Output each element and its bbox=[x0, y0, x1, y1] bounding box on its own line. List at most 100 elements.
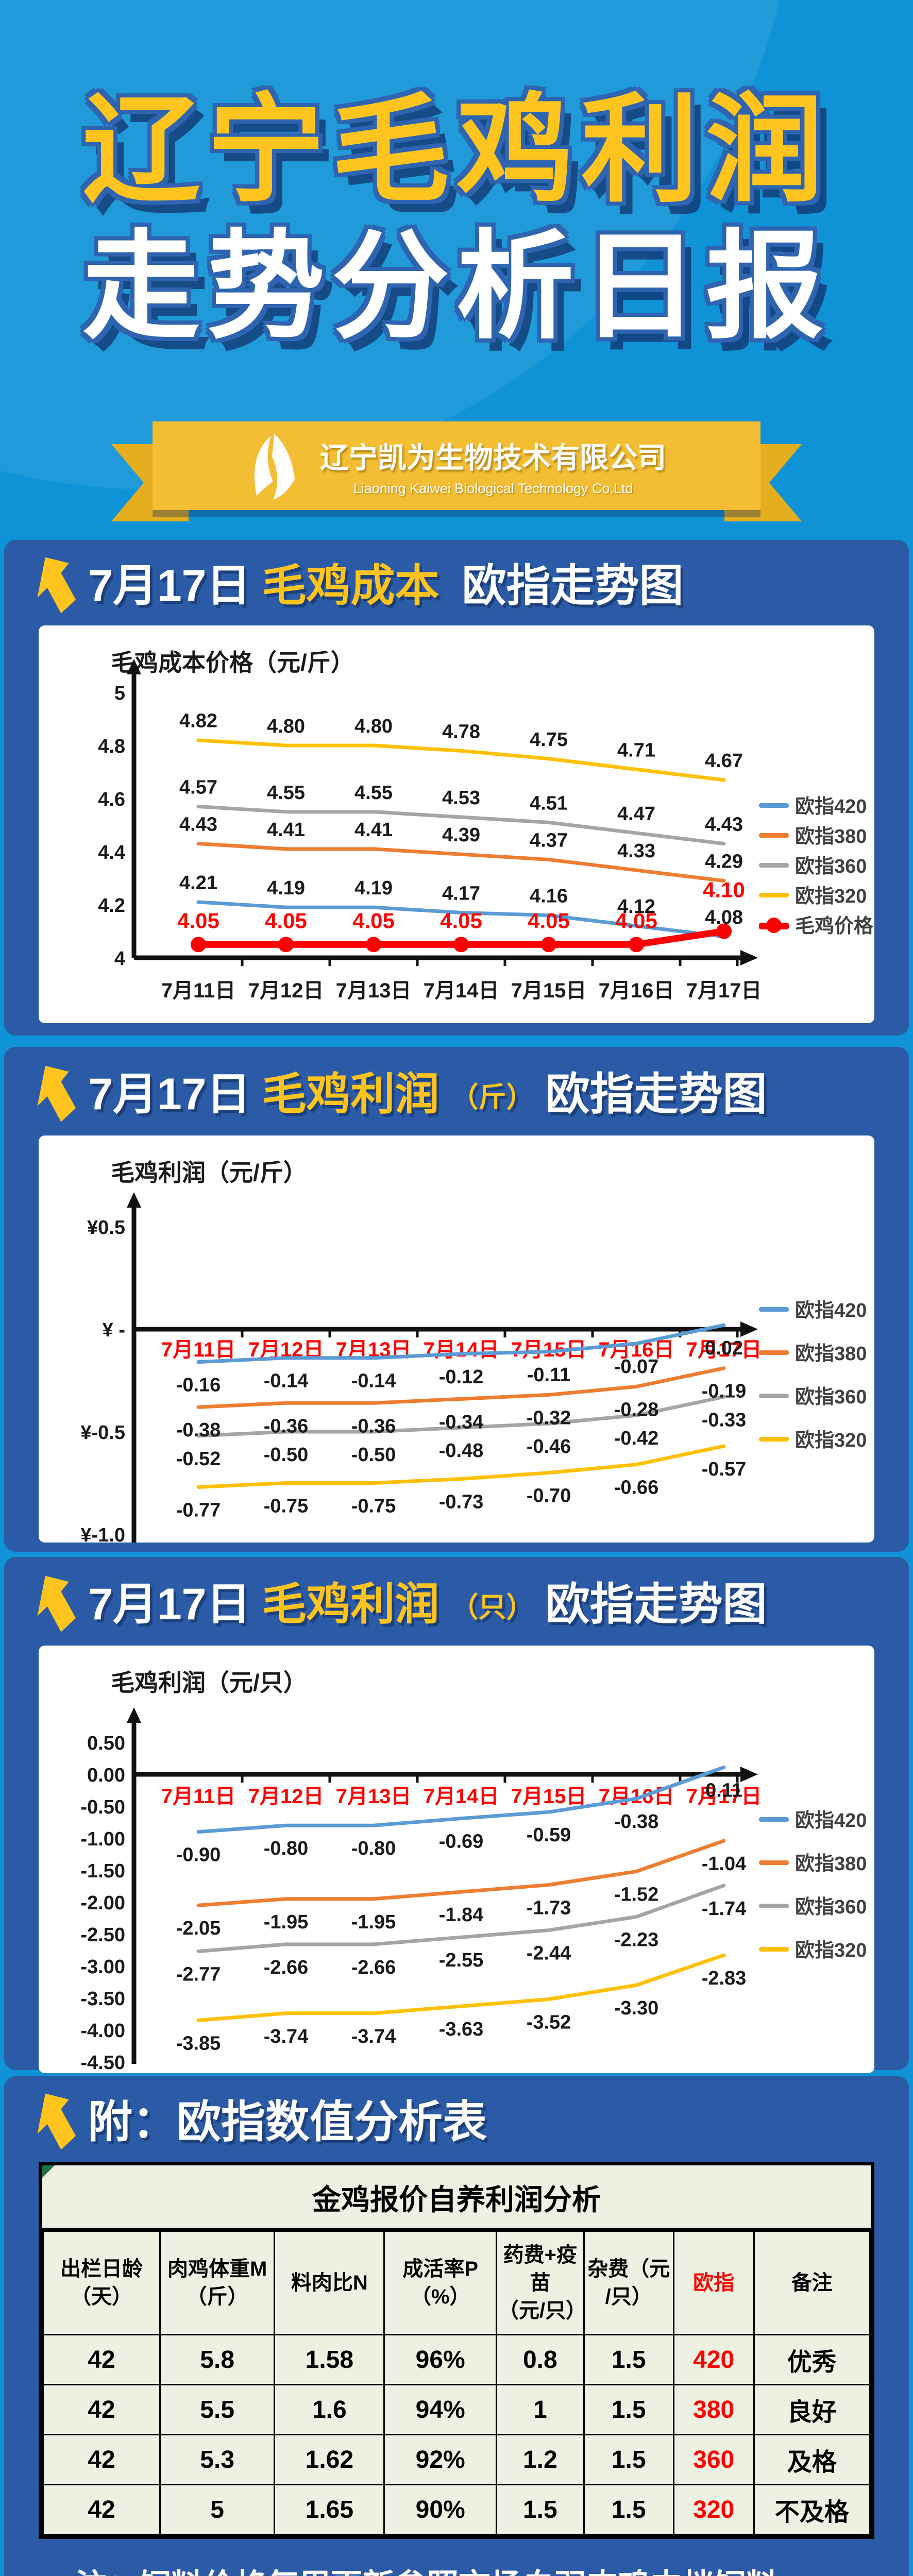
svg-text:¥0.5: ¥0.5 bbox=[87, 1217, 125, 1239]
section-cost-trend: 7月17日 毛鸡成本 欧指走势图 毛鸡成本价格（元/斤） 5 4.8 4.6 4.4 4.2 4… bbox=[4, 540, 909, 1036]
svg-text:-0.38: -0.38 bbox=[614, 1811, 659, 1833]
svg-text:4.37: 4.37 bbox=[530, 829, 568, 851]
section-table-title: 附：欧指数值分析表 bbox=[4, 2076, 909, 2153]
svg-text:-0.48: -0.48 bbox=[439, 1440, 484, 1462]
svg-text:7月13日: 7月13日 bbox=[336, 1785, 412, 1808]
svg-text:4.29: 4.29 bbox=[705, 851, 743, 873]
table-cell: 良好 bbox=[753, 2384, 871, 2435]
svg-text:4.4: 4.4 bbox=[98, 842, 125, 863]
svg-text:4.6: 4.6 bbox=[98, 789, 125, 810]
svg-text:-3.85: -3.85 bbox=[176, 2032, 221, 2054]
note-line1: 注：饲料价格每周更新参照市场白羽肉鸡中档饲料 bbox=[75, 2561, 864, 2576]
svg-text:7月14日: 7月14日 bbox=[424, 1785, 499, 1808]
svg-text:-1.04: -1.04 bbox=[702, 1853, 747, 1875]
table-header: 杂费（元 /只） bbox=[583, 2230, 674, 2335]
svg-text:-4.50: -4.50 bbox=[80, 2052, 125, 2073]
svg-text:-0.36: -0.36 bbox=[264, 1415, 309, 1437]
svg-text:4.10: 4.10 bbox=[703, 878, 745, 902]
svg-text:欧指380: 欧指380 bbox=[795, 826, 867, 848]
svg-text:欧指360: 欧指360 bbox=[795, 1386, 867, 1408]
svg-text:-3.00: -3.00 bbox=[80, 1956, 125, 1978]
table-header: 料肉比N bbox=[274, 2230, 385, 2335]
table-row: 42 5 1.65 90% 1.5 1.5 320 不及格 bbox=[42, 2484, 871, 2535]
svg-text:4.17: 4.17 bbox=[442, 883, 480, 904]
table-cell: 1.65 bbox=[274, 2484, 385, 2535]
table-title: 金鸡报价自养利润分析 bbox=[42, 2165, 871, 2230]
svg-text:欧指380: 欧指380 bbox=[795, 1853, 867, 1875]
section-title-unit: （斤） bbox=[450, 1082, 534, 1113]
section-title-topic: 毛鸡利润 bbox=[262, 1070, 439, 1119]
svg-text:4.82: 4.82 bbox=[179, 710, 217, 732]
svg-text:¥-0.5: ¥-0.5 bbox=[80, 1422, 125, 1444]
table-cell: 320 bbox=[672, 2484, 755, 2535]
svg-text:-1.00: -1.00 bbox=[80, 1828, 125, 1850]
svg-text:7月14日: 7月14日 bbox=[424, 979, 499, 1002]
svg-text:7月15日: 7月15日 bbox=[511, 979, 587, 1002]
svg-text:-1.84: -1.84 bbox=[439, 1904, 484, 1926]
yellow-arrow-icon bbox=[37, 1575, 76, 1632]
svg-text:欧指420: 欧指420 bbox=[795, 1300, 867, 1321]
table-cell: 1.6 bbox=[274, 2384, 385, 2435]
svg-text:欧指320: 欧指320 bbox=[795, 886, 867, 907]
svg-text:-0.50: -0.50 bbox=[80, 1797, 125, 1818]
svg-text:-0.69: -0.69 bbox=[439, 1831, 484, 1853]
svg-text:欧指420: 欧指420 bbox=[795, 796, 867, 818]
section-title-suffix: 欧指走势图 bbox=[545, 1580, 767, 1629]
company-name-en: Liaoning Kaiwei Biological Technology Co… bbox=[353, 481, 633, 496]
section-cost-trend-title: 7月17日 毛鸡成本 欧指走势图 bbox=[4, 540, 909, 616]
section-title-date: 7月17日 bbox=[88, 1580, 251, 1629]
section-title-date: 7月17日 bbox=[88, 561, 251, 611]
svg-text:-0.70: -0.70 bbox=[527, 1485, 571, 1507]
svg-text:-0.14: -0.14 bbox=[351, 1370, 396, 1392]
svg-text:-3.52: -3.52 bbox=[527, 2011, 571, 2033]
svg-text:欧指380: 欧指380 bbox=[795, 1343, 867, 1365]
table-cell: 5 bbox=[159, 2484, 276, 2535]
svg-text:-3.74: -3.74 bbox=[351, 2026, 396, 2047]
svg-text:0.02: 0.02 bbox=[705, 1337, 743, 1359]
svg-text:7月11日: 7月11日 bbox=[161, 1785, 236, 1808]
table-cell: 92% bbox=[383, 2434, 498, 2485]
svg-text:7月14日: 7月14日 bbox=[424, 1338, 499, 1361]
svg-text:¥-1.0: ¥-1.0 bbox=[80, 1524, 125, 1543]
table-cell: 及格 bbox=[753, 2434, 871, 2485]
svg-text:-2.77: -2.77 bbox=[176, 1963, 221, 1985]
svg-text:-0.75: -0.75 bbox=[351, 1496, 396, 1517]
svg-text:-0.77: -0.77 bbox=[176, 1499, 221, 1521]
poster-title-line2: 走势分析日报 bbox=[82, 222, 831, 352]
svg-text:5: 5 bbox=[114, 683, 125, 704]
excel-corner-artifact bbox=[42, 2165, 55, 2178]
svg-text:毛鸡利润（元/斤）: 毛鸡利润（元/斤） bbox=[111, 1159, 307, 1186]
svg-text:4.55: 4.55 bbox=[267, 782, 305, 804]
yellow-arrow-icon bbox=[37, 1065, 76, 1122]
svg-text:¥ -: ¥ - bbox=[103, 1319, 125, 1341]
svg-text:-0.19: -0.19 bbox=[702, 1381, 747, 1402]
table-header: 备注 bbox=[753, 2230, 871, 2335]
svg-text:-4.00: -4.00 bbox=[80, 2020, 125, 2042]
svg-text:7月11日: 7月11日 bbox=[161, 979, 236, 1002]
svg-text:7月17日: 7月17日 bbox=[686, 1338, 762, 1361]
svg-text:4.78: 4.78 bbox=[442, 721, 480, 742]
svg-text:4.05: 4.05 bbox=[528, 908, 570, 933]
svg-text:7月16日: 7月16日 bbox=[599, 979, 674, 1002]
table-cell: 5.5 bbox=[159, 2384, 276, 2435]
svg-text:4.2: 4.2 bbox=[98, 895, 125, 917]
svg-text:7月11日: 7月11日 bbox=[161, 1338, 236, 1361]
yellow-arrow-icon bbox=[37, 557, 76, 614]
svg-text:-0.50: -0.50 bbox=[351, 1444, 396, 1466]
svg-text:-0.57: -0.57 bbox=[702, 1459, 747, 1480]
profit-jin-chart-panel: 毛鸡利润（元/斤） ¥0.5 ¥ - ¥-0.5 ¥-1.0 7月11日 7月12日 7月13… bbox=[39, 1136, 874, 1546]
svg-text:-0.75: -0.75 bbox=[264, 1496, 309, 1517]
table-cell: 42 bbox=[42, 2484, 161, 2535]
svg-text:-2.50: -2.50 bbox=[80, 1924, 125, 1946]
svg-text:-3.63: -3.63 bbox=[439, 2019, 484, 2040]
svg-text:4.19: 4.19 bbox=[354, 877, 393, 899]
svg-text:-0.90: -0.90 bbox=[176, 1844, 221, 1866]
svg-text:欧指360: 欧指360 bbox=[795, 856, 867, 877]
table-cell: 1.5 bbox=[583, 2384, 674, 2435]
table-cell: 380 bbox=[672, 2384, 755, 2435]
cost-chart-panel: 毛鸡成本价格（元/斤） 5 4.8 4.6 4.4 4.2 4 7月11日 7月12日 7月13日… bbox=[39, 625, 874, 1023]
table-cell: 1.5 bbox=[496, 2484, 585, 2535]
svg-text:4.05: 4.05 bbox=[615, 908, 657, 933]
svg-text:4.08: 4.08 bbox=[705, 907, 743, 928]
